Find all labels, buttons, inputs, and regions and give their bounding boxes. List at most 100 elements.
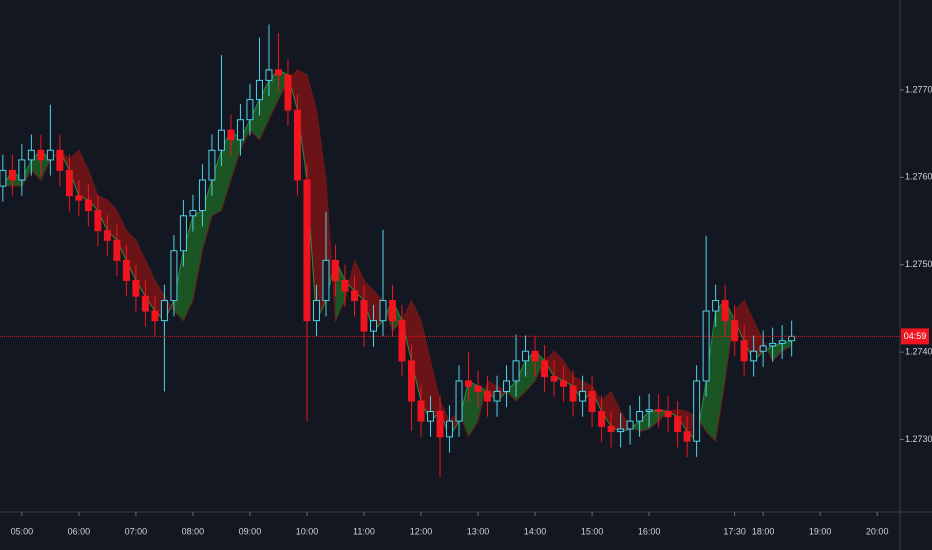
ribbon-segment	[402, 300, 412, 361]
candle-body	[522, 350, 530, 362]
candle-body	[113, 239, 121, 261]
ribbon-segment	[421, 320, 431, 422]
x-tick-label: 17:30	[723, 526, 746, 536]
candle-body	[360, 300, 368, 332]
ribbon-segment	[611, 391, 621, 432]
candle-body	[588, 390, 596, 413]
candle-body	[141, 295, 149, 312]
candle-body	[408, 360, 416, 402]
candle-body	[664, 411, 672, 418]
ribbon-segment	[544, 351, 555, 377]
candle-body	[303, 179, 311, 322]
candle-body	[427, 411, 435, 422]
candle-body	[636, 411, 644, 422]
candle-body	[721, 300, 729, 322]
candle-body	[75, 195, 83, 201]
ribbon-segment	[506, 380, 517, 402]
ribbon-segment	[116, 210, 127, 261]
x-tick-label: 07:00	[125, 526, 148, 536]
candle-body	[702, 310, 710, 382]
countdown-label: 04:59	[904, 331, 927, 341]
ribbon-segment	[630, 421, 640, 432]
candle-body	[46, 149, 54, 161]
candle-body	[598, 411, 606, 427]
candle-body	[322, 259, 330, 302]
x-tick-label: 06:00	[68, 526, 91, 536]
candle-body	[94, 210, 102, 232]
ribbon-segment	[230, 130, 241, 180]
price-label-box	[901, 328, 929, 345]
ribbon-segment	[192, 210, 203, 301]
candle-body	[284, 74, 292, 111]
candle-body	[607, 425, 615, 433]
candle-body	[198, 179, 206, 212]
x-tick-label: 11:00	[353, 526, 375, 536]
x-tick-label: 13:00	[467, 526, 490, 536]
ribbon-segment	[734, 300, 745, 341]
candle-body	[312, 300, 320, 322]
x-tick-label: 10:00	[296, 526, 319, 536]
candle-body	[217, 129, 225, 151]
candle-body	[8, 169, 16, 181]
ribbon-segment	[772, 343, 783, 361]
ribbon-segment	[563, 360, 574, 387]
candle-body	[379, 300, 387, 322]
candle-body	[550, 376, 558, 382]
ribbon-segment	[126, 230, 136, 281]
x-tick-label: 09:00	[239, 526, 262, 536]
ribbon-segment	[240, 119, 250, 151]
candle-body	[693, 380, 701, 442]
x-tick-label: 16:00	[638, 526, 661, 536]
candle-body	[655, 409, 663, 413]
candle-body	[255, 79, 263, 101]
x-tick-label: 08:00	[182, 526, 205, 536]
candle-body	[436, 411, 444, 438]
candle-body	[455, 380, 463, 422]
ribbon-segment	[468, 380, 479, 437]
candle-body	[541, 360, 549, 378]
candle-body	[712, 300, 720, 312]
candle-body	[132, 279, 140, 297]
ribbon-segment	[516, 360, 526, 402]
ribbon-segment	[78, 150, 89, 201]
candle-body	[331, 259, 339, 281]
x-tick-label: 12:00	[410, 526, 433, 536]
x-tick-label: 19:00	[809, 526, 832, 536]
candle-body	[683, 431, 691, 442]
candle-body	[122, 259, 130, 281]
x-tick-label: 15:00	[581, 526, 604, 536]
candle-body	[227, 129, 235, 141]
candle-body	[531, 350, 539, 362]
x-tick-label: 20:00	[866, 526, 889, 536]
candle-body	[65, 169, 73, 197]
candle-body	[389, 300, 397, 322]
candle-body	[151, 310, 159, 322]
candle-body	[788, 335, 796, 342]
candle-body	[484, 390, 492, 402]
ribbon-segment	[430, 360, 441, 422]
y-tick-label: 1.27400	[905, 346, 932, 356]
ribbon-segment	[649, 409, 659, 429]
candle-body	[170, 250, 178, 302]
candle-body	[341, 279, 349, 292]
ribbon-segment	[706, 311, 716, 442]
candle-body	[293, 109, 301, 181]
candle-body	[398, 320, 406, 362]
candle-body	[446, 420, 454, 438]
candle-body	[84, 199, 92, 212]
ribbon-segment	[173, 250, 184, 321]
ribbon-segment	[211, 150, 222, 216]
ribbon-segment	[249, 99, 260, 140]
x-tick-label: 18:00	[752, 526, 775, 536]
candle-body	[626, 420, 634, 430]
candle-body	[569, 385, 577, 402]
candle-body	[246, 99, 254, 121]
candle-body	[160, 300, 168, 322]
plot-area	[0, 24, 796, 478]
y-tick-label: 1.27600	[905, 172, 932, 182]
candle-body	[512, 360, 520, 382]
ribbon-segment	[97, 195, 108, 231]
